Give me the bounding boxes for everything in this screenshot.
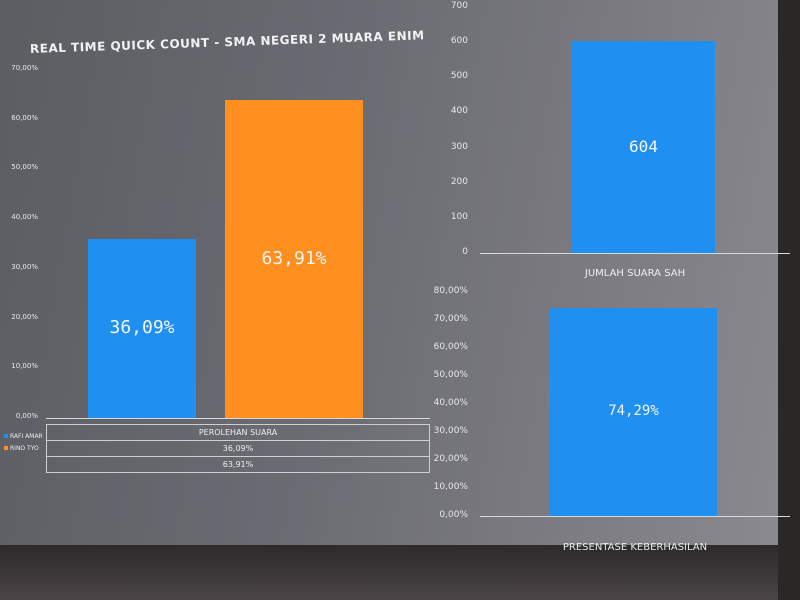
- legend-item-rino: RINO TYO: [4, 442, 43, 454]
- y-tick-label: 700: [450, 1, 468, 11]
- bar: 36,09%: [88, 238, 196, 418]
- y-tick-label: 400: [450, 106, 468, 117]
- y-tick-label: 10,00%: [11, 362, 38, 371]
- y-tick-label: 0,00%: [439, 510, 468, 520]
- y-tick-label: 20,00%: [11, 312, 38, 321]
- y-tick-label: 100: [450, 211, 468, 222]
- category-label: JUMLAH SUARA SAH: [584, 268, 686, 279]
- legend-item-rafi: RAFI AMAR: [4, 430, 43, 442]
- x-axis-line: [480, 253, 790, 254]
- y-tick-label: 30,00%: [11, 262, 38, 271]
- y-tick-label: 50,00%: [433, 370, 468, 380]
- x-axis-line: [46, 418, 430, 419]
- y-tick-label: 300: [450, 141, 468, 152]
- y-tick-label: 40,00%: [433, 398, 468, 408]
- data-label: 74,29%: [608, 402, 659, 419]
- legend-label: RAFI AMAR: [10, 432, 43, 440]
- legend-swatch-orange: [4, 446, 8, 450]
- category-label: PRESENTASE KEBERHASILAN: [562, 542, 708, 553]
- y-tick-label: 60,00%: [433, 342, 468, 352]
- bar: 604: [572, 40, 715, 253]
- bar: 74,29%: [550, 307, 717, 516]
- y-tick-label: 30,00%: [433, 426, 468, 436]
- y-tick-label: 60,00%: [11, 113, 38, 122]
- y-tick-label: 20,00%: [433, 454, 468, 464]
- y-tick-label: 70,00%: [433, 314, 468, 324]
- y-tick-label: 600: [450, 36, 468, 47]
- bar: 63,91%: [225, 100, 363, 418]
- table-header: PEROLEHAN SUARA: [47, 425, 429, 441]
- y-tick-label: 0: [462, 247, 468, 257]
- monitor-bezel: [0, 545, 800, 600]
- legend-label: RINO TYO: [10, 444, 39, 452]
- y-tick-label: 200: [450, 176, 468, 187]
- y-tick-label: 70,00%: [11, 64, 38, 72]
- legend-swatch-blue: [4, 434, 8, 438]
- y-tick-label: 50,00%: [11, 163, 38, 172]
- table-row-rino: 63,91%: [222, 460, 254, 469]
- data-label: 63,91%: [261, 248, 327, 270]
- y-tick-label: 500: [450, 71, 468, 82]
- y-tick-label: 0,00%: [15, 412, 38, 420]
- monitor-edge: [778, 0, 800, 600]
- data-table: PEROLEHAN SUARA 36,09% 63,91%: [46, 424, 430, 473]
- y-tick-label: 80,00%: [433, 286, 468, 296]
- legend: RAFI AMAR RINO TYO: [4, 430, 43, 454]
- data-label: 604: [629, 136, 658, 156]
- data-label: 36,09%: [109, 317, 175, 339]
- table-row-rafi: 36,09%: [47, 441, 429, 457]
- x-axis-line: [480, 516, 790, 517]
- y-tick-label: 10,00%: [433, 482, 468, 492]
- y-tick-label: 40,00%: [11, 213, 38, 222]
